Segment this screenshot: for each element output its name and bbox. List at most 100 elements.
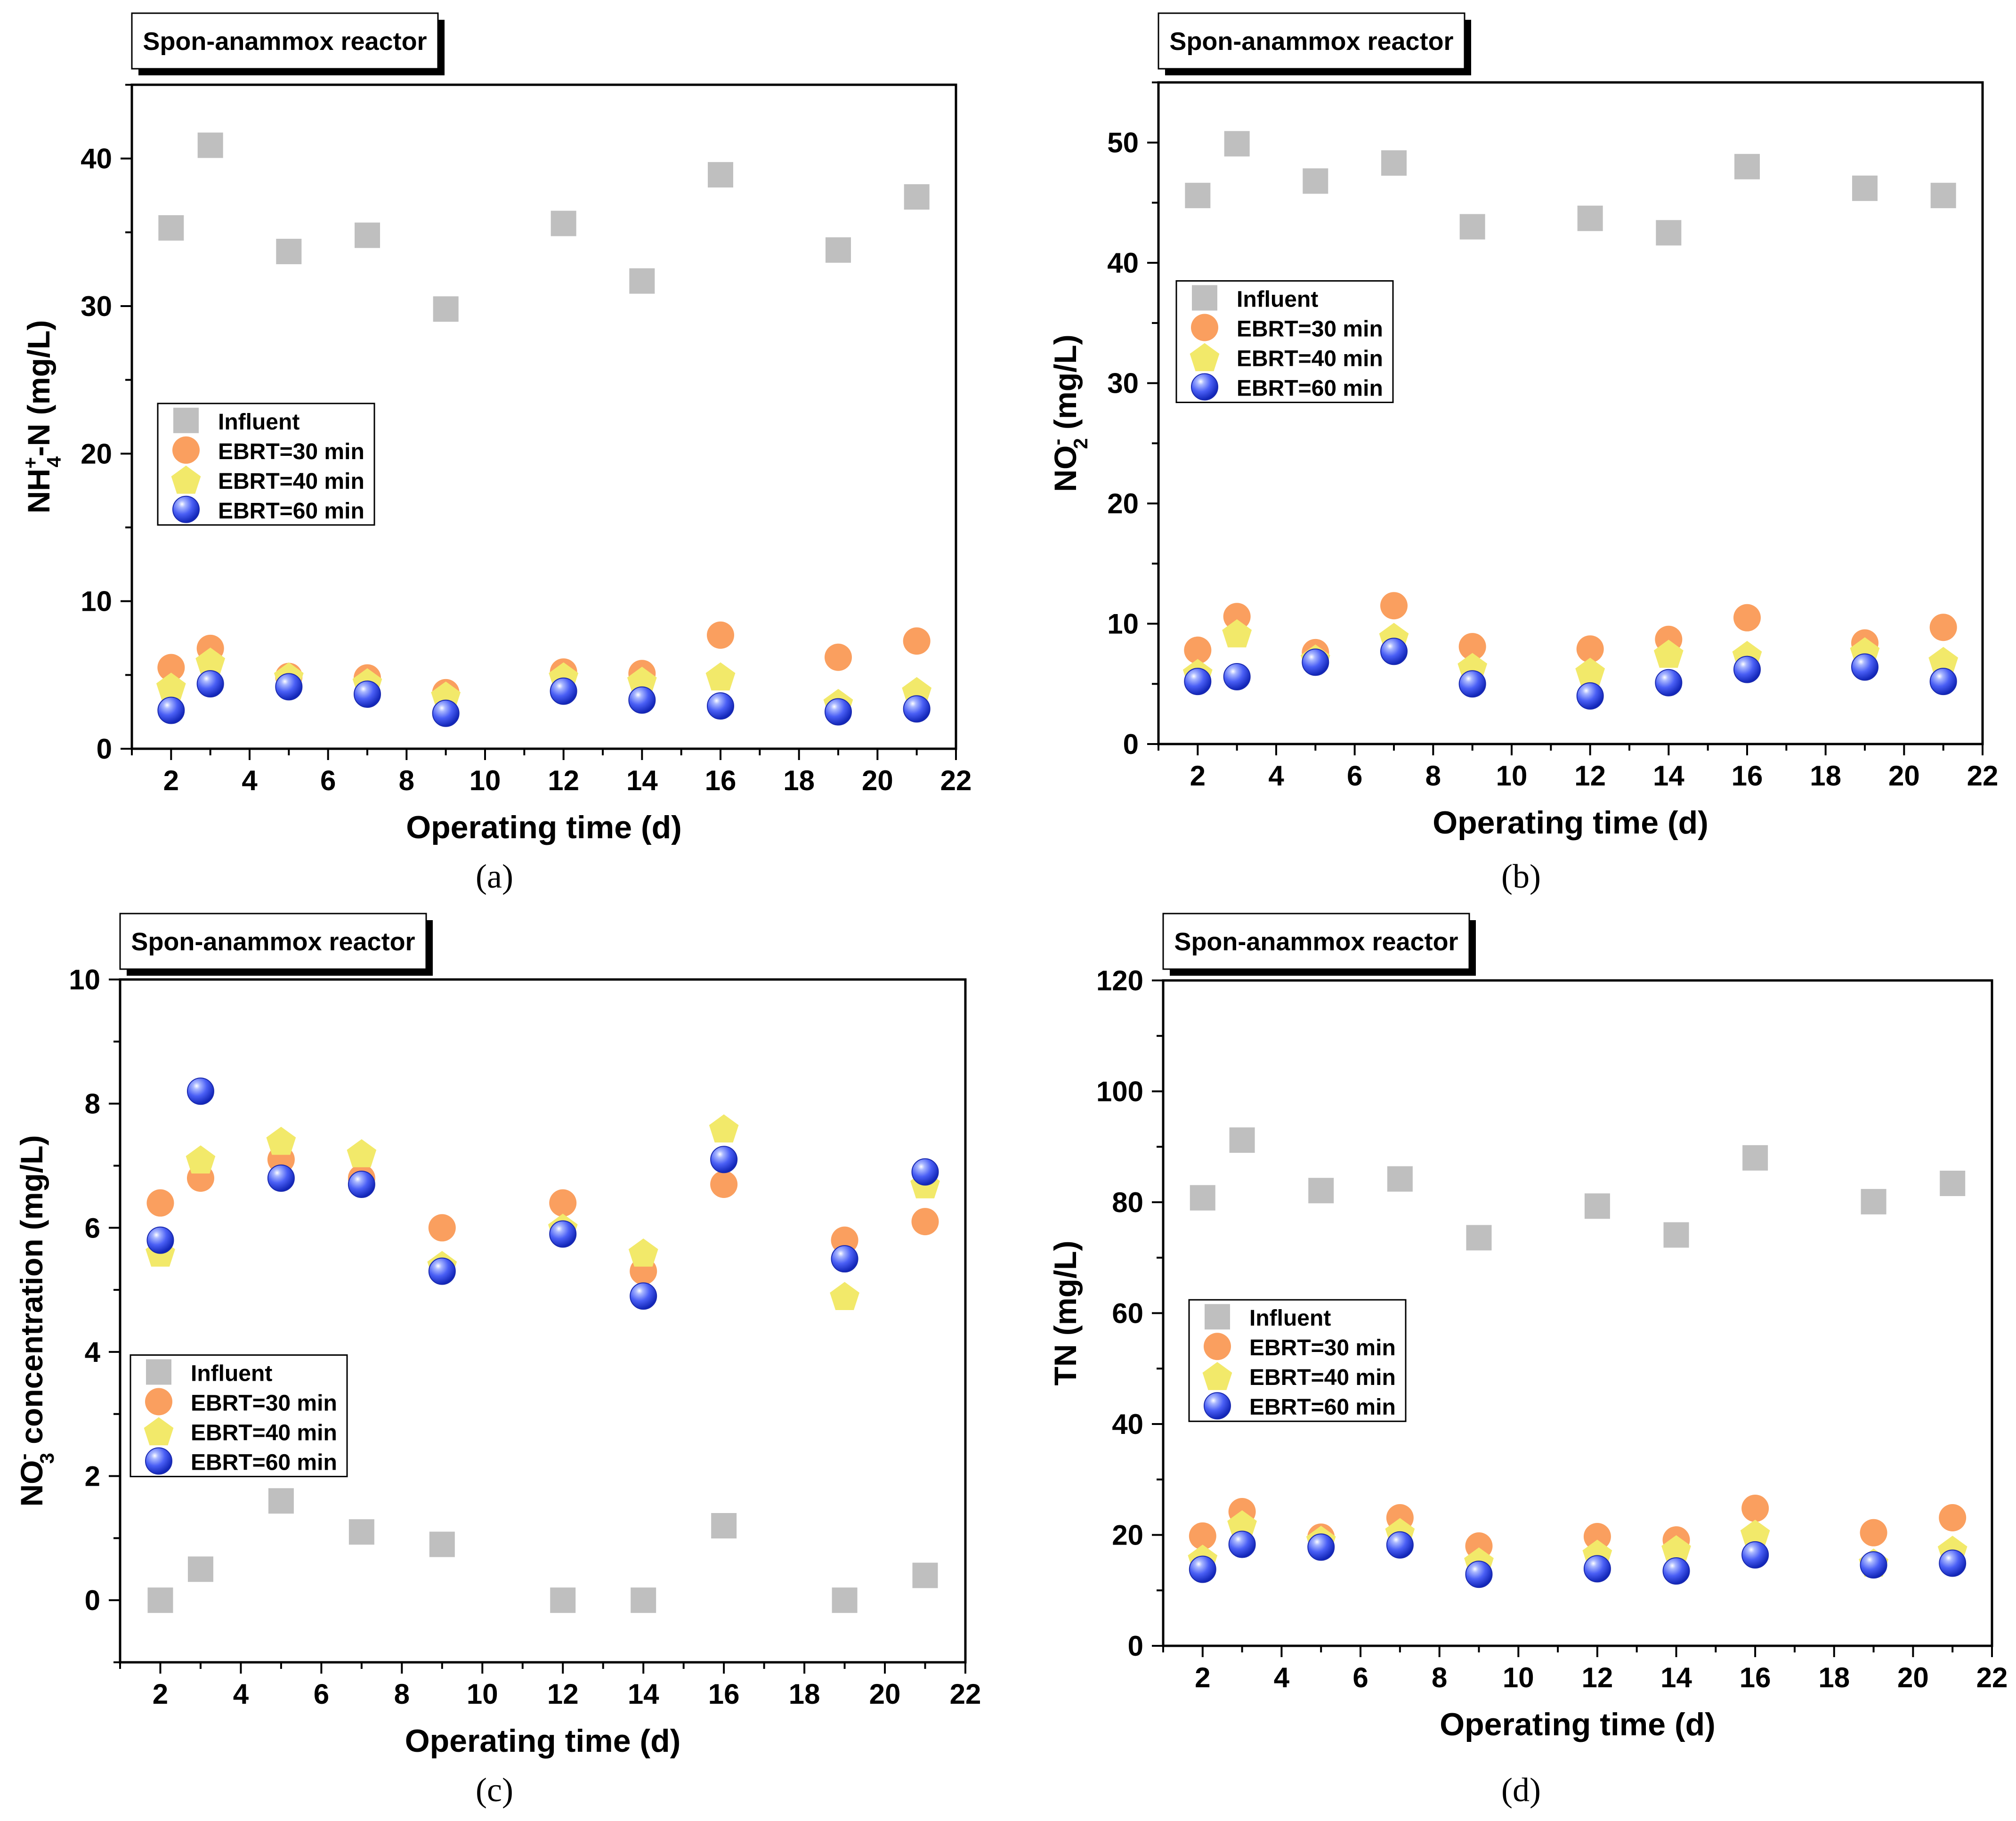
data-point-square [711,1513,737,1538]
data-point-square [197,132,223,158]
data-point-circle [1189,1522,1216,1550]
data-point-square [1185,183,1211,209]
data-point-pentagon [1222,619,1252,647]
data-point-sphere [707,692,734,720]
data-point-pentagon [628,1238,658,1267]
y-tick-label: 30 [81,291,112,322]
data-point-square [1577,205,1603,231]
data-point-square [631,1587,656,1613]
data-point-pentagon [266,1126,296,1155]
data-point-sphere [1380,638,1408,665]
data-point-sphere [1465,1561,1493,1588]
x-tick-label: 16 [708,1678,740,1710]
series-square [158,132,930,322]
legend: Influent EBRT=30 min EBRT=40 min EBRT=60 mi… [157,403,375,526]
x-tick-label: 8 [1432,1662,1447,1693]
series-square [147,1488,938,1613]
x-tick-label: 10 [470,765,501,796]
x-tick-label: 4 [1268,760,1284,792]
legend-marker-sphere [1191,373,1218,401]
legend-marker-circle [1191,314,1218,341]
x-tick-label: 10 [1503,1662,1534,1693]
data-point-sphere [157,696,185,724]
y-axis-label: NO-3 concentration (mg/L) [12,1135,58,1506]
x-tick-label: 2 [1195,1662,1210,1693]
y-tick-label: 120 [1096,965,1143,996]
y-tick-label: 50 [1107,127,1139,159]
y-tick-label: 100 [1096,1076,1143,1108]
data-point-sphere [1458,670,1486,698]
x-tick-label: 14 [1660,1662,1692,1693]
data-point-circle [549,1189,577,1217]
data-point-circle [903,627,931,655]
y-axis-label: NO-2 (mg/L) [1046,334,1092,492]
title-box: Spon-anammox reactor [1158,12,1471,75]
x-tick-label: 2 [1190,760,1206,792]
data-point-sphere [630,1282,657,1310]
data-point-circle [1223,603,1251,631]
x-tick-label: 18 [789,1678,820,1710]
data-point-sphere [267,1164,295,1192]
data-point-sphere [1189,1555,1216,1583]
chart-title: Spon-anammox reactor [1169,27,1453,56]
legend-label: EBRT=40 min [1249,1365,1396,1390]
data-point-square [268,1488,294,1514]
plot-frame [130,83,957,750]
x-tick-label: 6 [320,765,336,796]
y-tick-label: 80 [1112,1187,1143,1218]
data-point-circle [1458,633,1486,661]
y-label-sup: - [1046,439,1068,445]
legend-label: EBRT=60 min [1237,376,1383,401]
y-label-tail: concentration (mg/L) [14,1135,49,1453]
data-point-circle [1939,1504,1967,1531]
title-box: Spon-anammox reactor [1162,913,1476,976]
x-tick-label: 16 [1740,1662,1771,1693]
legend-marker-pentagon [171,465,201,494]
legend: Influent EBRT=30 min EBRT=40 min EBRT=60 mi… [1188,1299,1407,1422]
data-point-sphere [549,1220,577,1248]
y-label-sub: 3 [36,1453,58,1464]
data-point-square [355,222,380,248]
data-point-square [1303,168,1328,194]
y-tick-label: 0 [97,733,112,765]
x-tick-label: 22 [1967,760,1999,792]
x-tick-label: 8 [1425,760,1441,792]
data-point-sphere [432,699,460,727]
y-tick-label: 10 [1107,608,1139,640]
data-point-sphere [354,680,381,708]
data-point-square [1387,1166,1413,1192]
data-point-square [550,1587,576,1613]
legend-label: EBRT=30 min [218,439,364,464]
panel-3: Spon-anammox reactor 2 4 6 8 10 12 14 16 18 20 22 0 2… [1048,913,2008,1809]
data-point-pentagon [1661,1535,1691,1563]
data-point-sphere [1386,1531,1414,1559]
data-point-circle [1733,604,1761,631]
data-point-circle [146,1189,174,1217]
data-point-square [158,215,184,241]
panel-caption: (a) [476,858,513,895]
data-point-square [187,1556,213,1582]
y-tick-label: 60 [1112,1298,1143,1329]
legend-marker-circle [172,436,200,464]
data-point-square [1466,1225,1492,1251]
legend-label: Influent [191,1361,272,1386]
legend: Influent EBRT=30 min EBRT=40 min EBRT=60 mi… [130,1354,348,1477]
y-tick-label: 20 [81,438,112,469]
data-point-circle [428,1214,456,1242]
y-tick-label: 2 [85,1461,100,1492]
legend-label: EBRT=60 min [218,499,364,524]
data-point-square [1190,1185,1215,1211]
data-point-pentagon [156,672,186,701]
legend-marker-square [1205,1304,1230,1330]
data-point-square [1656,220,1682,246]
data-point-square [1459,214,1485,240]
data-point-sphere [1184,668,1212,696]
data-point-sphere [1307,1533,1335,1561]
data-point-square [1224,131,1250,157]
legend-label: EBRT=60 min [1249,1395,1396,1420]
x-axis-label: Operating time (d) [1440,1707,1716,1742]
legend-label: Influent [1249,1306,1331,1331]
x-tick-label: 22 [940,765,972,796]
y-axis-label: TN (mg/L) [1048,1241,1083,1386]
panel-caption: (d) [1501,1771,1541,1809]
